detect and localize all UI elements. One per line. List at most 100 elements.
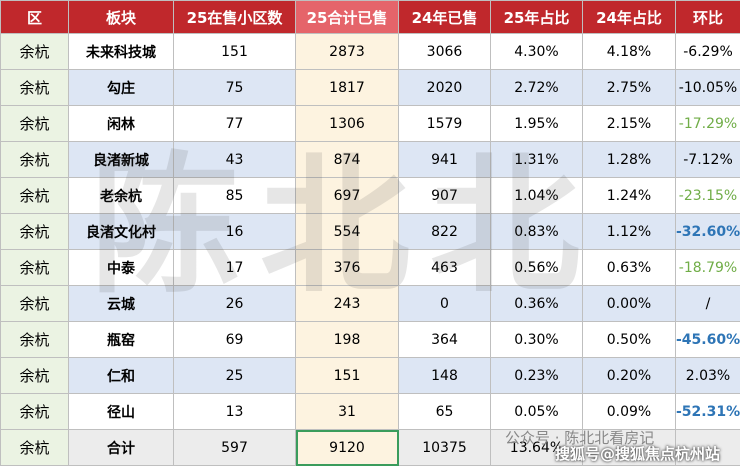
table-cell: 中泰	[68, 249, 174, 286]
table-cell: 0.09%	[582, 393, 676, 430]
table-cell: 良渚文化村	[68, 213, 174, 250]
table-cell: 余杭	[0, 69, 69, 106]
table-cell: 0.83%	[490, 213, 583, 250]
table-cell: 2.15%	[582, 105, 676, 142]
table-cell: 1579	[398, 105, 491, 142]
table-cell: 198	[295, 321, 399, 358]
table-cell: 0.05%	[490, 393, 583, 430]
table-cell: 1.95%	[490, 105, 583, 142]
table-row: 余杭 合计 597 9120 10375 13.64%	[0, 429, 740, 466]
table-row: 余杭 良渚新城 43 874 941 1.31% 1.28% -7.12%	[0, 141, 740, 178]
table-cell: 597	[173, 429, 296, 466]
table-cell: 1.24%	[582, 177, 676, 214]
table-cell: 余杭	[0, 249, 69, 286]
table-cell: 3066	[398, 33, 491, 70]
table-cell: 43	[173, 141, 296, 178]
table-cell: 老余杭	[68, 177, 174, 214]
table-cell: 0.63%	[582, 249, 676, 286]
table-cell: 65	[398, 393, 491, 430]
table-cell: 148	[398, 357, 491, 394]
table-row: 余杭 仁和 25 151 148 0.23% 0.20% 2.03%	[0, 357, 740, 394]
table-cell: 4.18%	[582, 33, 676, 70]
table-cell: 243	[295, 285, 399, 322]
table-cell: 余杭	[0, 105, 69, 142]
table-cell: -17.29%	[675, 105, 740, 142]
table-cell: -45.60%	[675, 321, 740, 358]
table-cell: /	[675, 285, 740, 322]
table-cell: 25	[173, 357, 296, 394]
table-cell: 余杭	[0, 429, 69, 466]
table-cell	[582, 429, 676, 466]
table-cell: 2.75%	[582, 69, 676, 106]
table-cell: -6.29%	[675, 33, 740, 70]
table-cell: 77	[173, 105, 296, 142]
table-body: 余杭 未来科技城 151 2873 3066 4.30% 4.18% -6.29% 余杭 勾庄 75…	[0, 33, 740, 466]
table-cell: 勾庄	[68, 69, 174, 106]
table-cell: 0.56%	[490, 249, 583, 286]
table-cell: 874	[295, 141, 399, 178]
table-row: 余杭 瓶窑 69 198 364 0.30% 0.50% -45.60%	[0, 321, 740, 358]
table-cell: 75	[173, 69, 296, 106]
table-cell: 10375	[398, 429, 491, 466]
header-cell: 区	[0, 0, 69, 34]
table-cell: 余杭	[0, 285, 69, 322]
table-cell: 闲林	[68, 105, 174, 142]
header-cell: 25年占比	[490, 0, 583, 34]
table-row: 余杭 老余杭 85 697 907 1.04% 1.24% -23.15%	[0, 177, 740, 214]
table-cell: 仁和	[68, 357, 174, 394]
table-cell: 云城	[68, 285, 174, 322]
table-cell: 4.30%	[490, 33, 583, 70]
table-cell: 13.64%	[490, 429, 583, 466]
table-row: 余杭 良渚文化村 16 554 822 0.83% 1.12% -32.60%	[0, 213, 740, 250]
table-cell: 径山	[68, 393, 174, 430]
header-row: 区板块 25在售小区数 25合计已售 24年已售 25年占比 24年占比 环比	[0, 0, 740, 34]
table-cell: 良渚新城	[68, 141, 174, 178]
table-cell: 69	[173, 321, 296, 358]
table-cell: 376	[295, 249, 399, 286]
table-cell: 0.30%	[490, 321, 583, 358]
table-cell: 余杭	[0, 141, 69, 178]
table-cell: -18.79%	[675, 249, 740, 286]
table-cell: 941	[398, 141, 491, 178]
table-cell: 瓶窑	[68, 321, 174, 358]
table-cell: 0.50%	[582, 321, 676, 358]
table-row: 余杭 中泰 17 376 463 0.56% 0.63% -18.79%	[0, 249, 740, 286]
table-row: 余杭 闲林 77 1306 1579 1.95% 2.15% -17.29%	[0, 105, 740, 142]
table-cell: 余杭	[0, 357, 69, 394]
table-cell: 1.12%	[582, 213, 676, 250]
table-cell: 未来科技城	[68, 33, 174, 70]
header-cell: 板块	[68, 0, 174, 34]
header-cell: 环比	[675, 0, 740, 34]
table-cell: -7.12%	[675, 141, 740, 178]
table-cell: 9120	[295, 429, 399, 466]
table-cell: 1.28%	[582, 141, 676, 178]
table-cell: 余杭	[0, 213, 69, 250]
table-cell: 余杭	[0, 393, 69, 430]
table-cell: 0.20%	[582, 357, 676, 394]
table-cell: 合计	[68, 429, 174, 466]
header-cell: 24年占比	[582, 0, 676, 34]
table-cell: 364	[398, 321, 491, 358]
header-cell: 24年已售	[398, 0, 491, 34]
table-cell: 13	[173, 393, 296, 430]
table-cell: 0	[398, 285, 491, 322]
table-cell: 554	[295, 213, 399, 250]
table-cell: -10.05%	[675, 69, 740, 106]
table-cell: 1817	[295, 69, 399, 106]
table-cell: -32.60%	[675, 213, 740, 250]
table-cell: 1306	[295, 105, 399, 142]
table-cell: -52.31%	[675, 393, 740, 430]
table-cell: 2.72%	[490, 69, 583, 106]
table-cell: 697	[295, 177, 399, 214]
table-cell: 0.36%	[490, 285, 583, 322]
table-cell: 1.04%	[490, 177, 583, 214]
table-cell: 1.31%	[490, 141, 583, 178]
header-cell: 25在售小区数	[173, 0, 296, 34]
table-cell: 余杭	[0, 177, 69, 214]
table-row: 余杭 云城 26 243 0 0.36% 0.00% /	[0, 285, 740, 322]
table-cell: 2020	[398, 69, 491, 106]
table-cell: 余杭	[0, 33, 69, 70]
table-row: 余杭 径山 13 31 65 0.05% 0.09% -52.31%	[0, 393, 740, 430]
